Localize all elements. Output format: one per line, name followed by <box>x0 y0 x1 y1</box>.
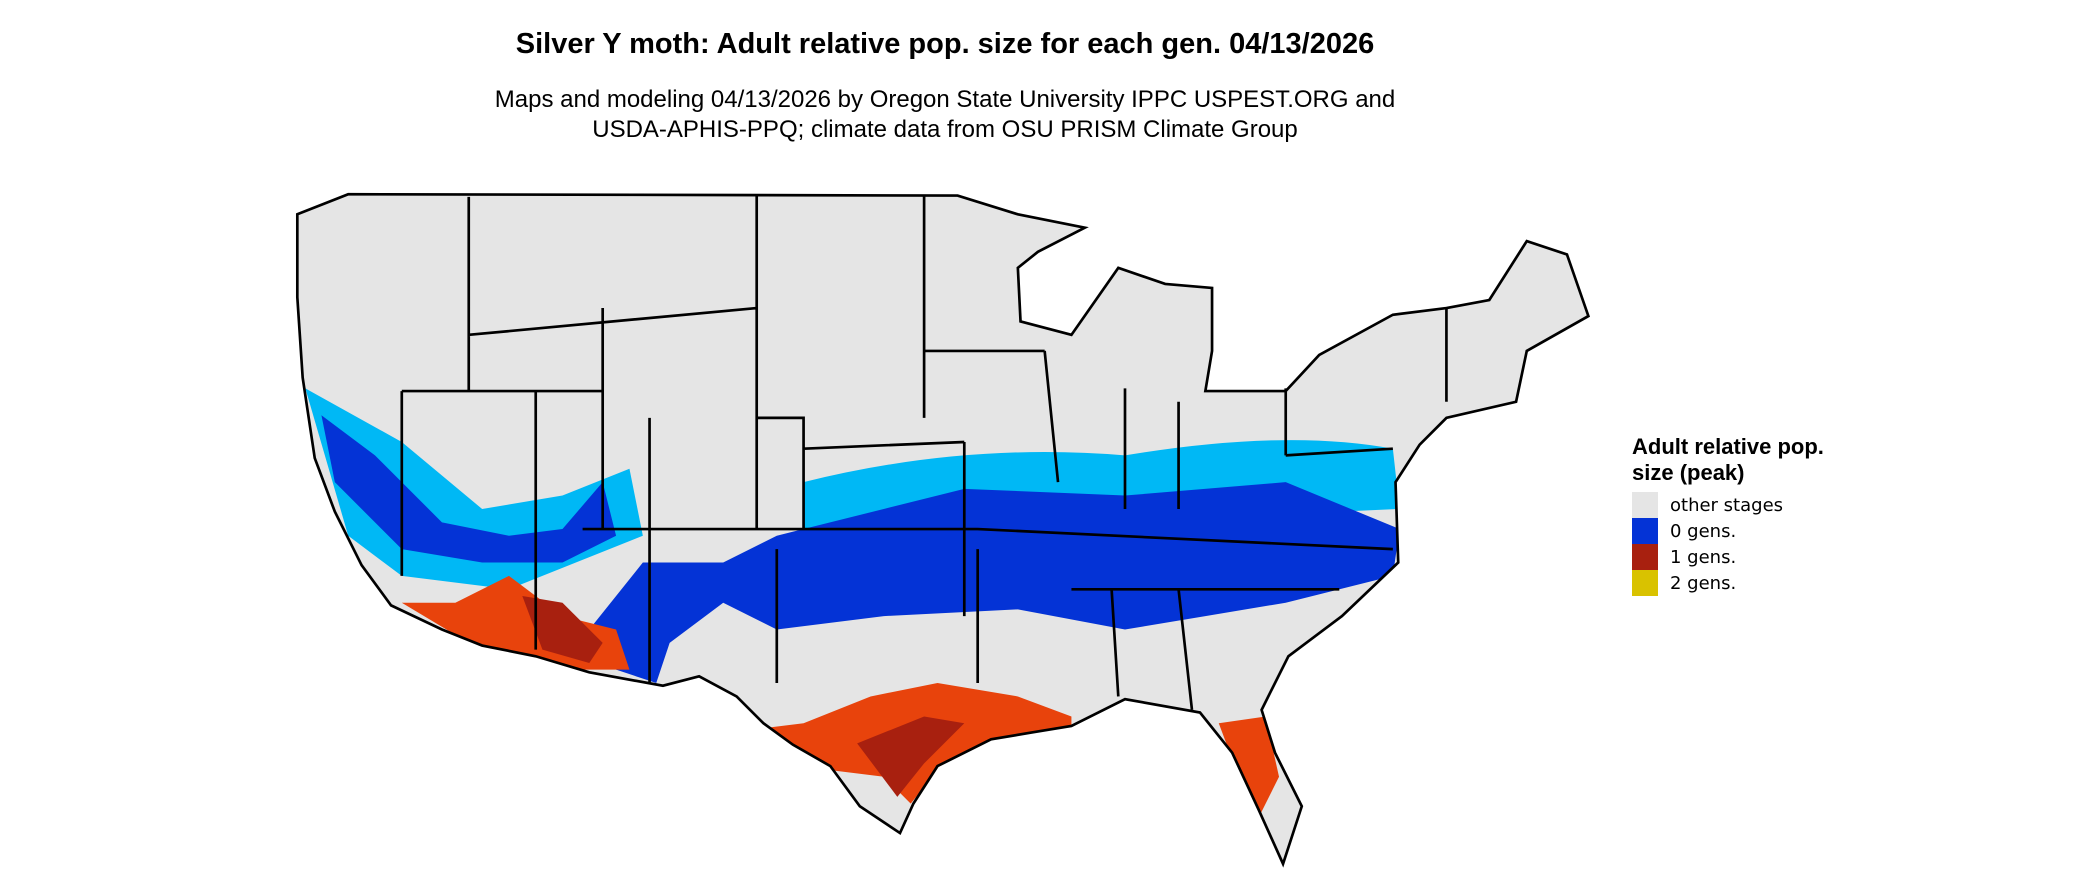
yellow-region-florida-tip <box>1245 857 1293 864</box>
map-subtitle-line-2: USDA-APHIS-PPQ; climate data from OSU PR… <box>592 116 1298 143</box>
legend-label: other stages <box>1670 494 1784 516</box>
legend-item-other-stages: other stages <box>1632 492 1832 518</box>
legend-item-2-gens: 2 gens. <box>1632 570 1832 596</box>
legend-title: Adult relative pop. size (peak) <box>1632 434 1824 485</box>
legend-item-1-gens: 1 gens. <box>1632 544 1832 570</box>
legend-item-0-gens: 0 gens. <box>1632 518 1832 544</box>
dark-red-region-gulf <box>857 716 965 797</box>
dark-blue-region-west <box>321 415 617 563</box>
legend-label: 2 gens. <box>1670 572 1737 594</box>
state-borders <box>295 192 1590 866</box>
legend-swatch <box>1632 492 1658 518</box>
dark-blue-region <box>589 482 1400 684</box>
legend-label: 0 gens. <box>1670 520 1737 542</box>
map-title: Silver Y moth: Adult relative pop. size … <box>515 28 1375 60</box>
model-layer <box>305 388 1400 864</box>
dark-red-region-southwest <box>522 596 603 663</box>
map-subtitle-line-1: Maps and modeling 04/13/2026 by Oregon S… <box>494 86 1396 113</box>
red-region-florida <box>1218 716 1280 817</box>
legend-swatch <box>1632 518 1658 544</box>
legend-swatch <box>1632 544 1658 570</box>
legend: Adult relative pop. size (peak) other st… <box>1632 434 1832 596</box>
legend-label: 1 gens. <box>1670 546 1737 568</box>
legend-swatch <box>1632 570 1658 596</box>
